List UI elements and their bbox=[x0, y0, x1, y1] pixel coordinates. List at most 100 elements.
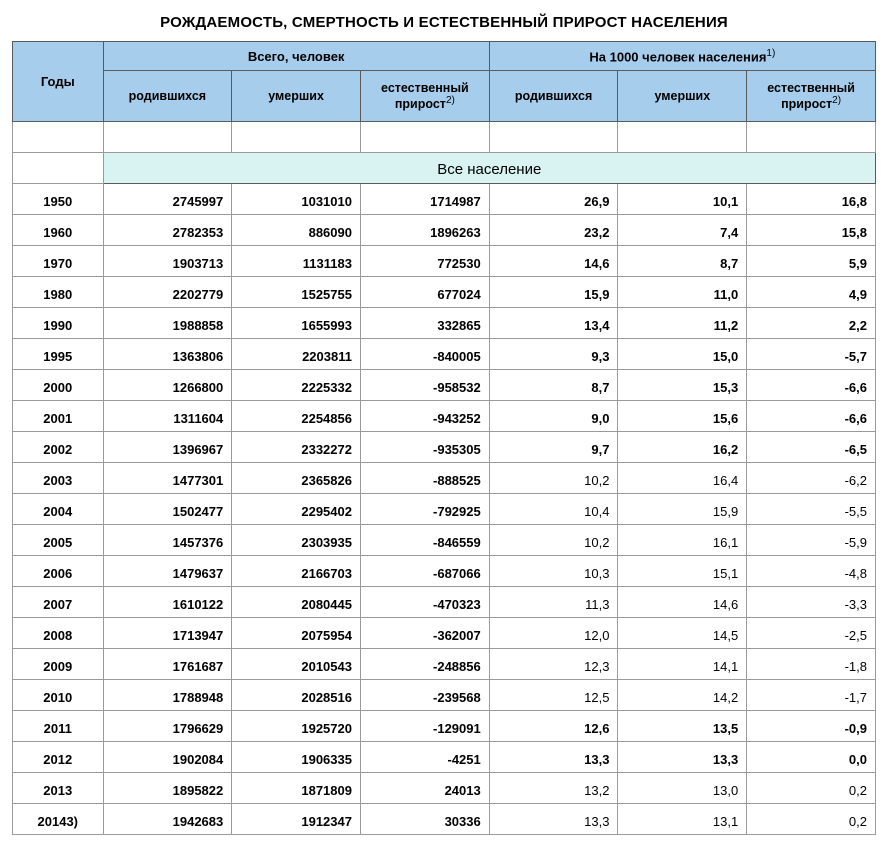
table-row: 200716101222080445-47032311,314,6-3,3 bbox=[13, 587, 876, 618]
cell-born-rate: 9,7 bbox=[489, 432, 618, 463]
cell-born-rate: 13,2 bbox=[489, 773, 618, 804]
cell-year: 2004 bbox=[13, 494, 104, 525]
cell-died-abs: 1871809 bbox=[232, 773, 361, 804]
cell-born-rate: 26,9 bbox=[489, 184, 618, 215]
cell-died-rate: 10,1 bbox=[618, 184, 747, 215]
cell-natural-rate: -6,6 bbox=[747, 370, 876, 401]
cell-died-rate: 15,6 bbox=[618, 401, 747, 432]
cell-born-rate: 10,3 bbox=[489, 556, 618, 587]
cell-born-abs: 1457376 bbox=[103, 525, 232, 556]
table-row: 195027459971031010171498726,910,116,8 bbox=[13, 184, 876, 215]
cell-natural-abs: 677024 bbox=[360, 277, 489, 308]
cell-born-rate: 9,0 bbox=[489, 401, 618, 432]
cell-natural-rate: -3,3 bbox=[747, 587, 876, 618]
cell-natural-abs: -239568 bbox=[360, 680, 489, 711]
cell-died-abs: 2332272 bbox=[232, 432, 361, 463]
table-row: 19602782353886090189626323,27,415,8 bbox=[13, 215, 876, 246]
cell-died-rate: 11,2 bbox=[618, 308, 747, 339]
section-label: Все население bbox=[103, 153, 875, 184]
page: РОЖДАЕМОСТЬ, СМЕРТНОСТЬ И ЕСТЕСТВЕННЫЙ П… bbox=[0, 0, 888, 847]
cell-born-abs: 1713947 bbox=[103, 618, 232, 649]
table-row: 201219020841906335-425113,313,30,0 bbox=[13, 742, 876, 773]
table-header: Годы Всего, человек На 1000 человек насе… bbox=[13, 42, 876, 122]
cell-died-abs: 2254856 bbox=[232, 401, 361, 432]
col-natural-rate-label: естественный прирост bbox=[767, 81, 855, 111]
cell-natural-rate: 16,8 bbox=[747, 184, 876, 215]
cell-died-rate: 16,1 bbox=[618, 525, 747, 556]
cell-year: 2005 bbox=[13, 525, 104, 556]
cell-born-abs: 1477301 bbox=[103, 463, 232, 494]
cell-died-rate: 14,6 bbox=[618, 587, 747, 618]
table-row: 199513638062203811-8400059,315,0-5,7 bbox=[13, 339, 876, 370]
cell-year: 2000 bbox=[13, 370, 104, 401]
cell-died-abs: 1525755 bbox=[232, 277, 361, 308]
page-title: РОЖДАЕМОСТЬ, СМЕРТНОСТЬ И ЕСТЕСТВЕННЫЙ П… bbox=[12, 8, 876, 41]
cell-year: 1990 bbox=[13, 308, 104, 339]
spacer-row bbox=[13, 122, 876, 153]
col-born-rate: родившихся bbox=[489, 71, 618, 122]
cell-died-rate: 14,5 bbox=[618, 618, 747, 649]
cell-died-abs: 2295402 bbox=[232, 494, 361, 525]
cell-natural-rate: 4,9 bbox=[747, 277, 876, 308]
cell-died-rate: 16,2 bbox=[618, 432, 747, 463]
cell-natural-rate: -6,6 bbox=[747, 401, 876, 432]
cell-natural-abs: -248856 bbox=[360, 649, 489, 680]
col-died-abs: умерших bbox=[232, 71, 361, 122]
cell-born-rate: 14,6 bbox=[489, 246, 618, 277]
cell-natural-rate: -5,5 bbox=[747, 494, 876, 525]
cell-died-abs: 2203811 bbox=[232, 339, 361, 370]
cell-born-rate: 8,7 bbox=[489, 370, 618, 401]
cell-died-abs: 2075954 bbox=[232, 618, 361, 649]
cell-natural-abs: -687066 bbox=[360, 556, 489, 587]
cell-born-abs: 1942683 bbox=[103, 804, 232, 835]
cell-natural-rate: 0,2 bbox=[747, 804, 876, 835]
cell-year: 1970 bbox=[13, 246, 104, 277]
cell-natural-abs: 24013 bbox=[360, 773, 489, 804]
cell-born-abs: 1988858 bbox=[103, 308, 232, 339]
cell-year: 2001 bbox=[13, 401, 104, 432]
cell-died-abs: 2166703 bbox=[232, 556, 361, 587]
cell-year: 1960 bbox=[13, 215, 104, 246]
cell-year: 20143) bbox=[13, 804, 104, 835]
cell-natural-rate: -6,5 bbox=[747, 432, 876, 463]
cell-year: 1980 bbox=[13, 277, 104, 308]
cell-died-rate: 8,7 bbox=[618, 246, 747, 277]
table-row: 201017889482028516-23956812,514,2-1,7 bbox=[13, 680, 876, 711]
cell-natural-rate: -1,8 bbox=[747, 649, 876, 680]
cell-year: 2013 bbox=[13, 773, 104, 804]
cell-natural-rate: -0,9 bbox=[747, 711, 876, 742]
cell-died-rate: 15,9 bbox=[618, 494, 747, 525]
cell-born-abs: 1502477 bbox=[103, 494, 232, 525]
colgroup-absolute: Всего, человек bbox=[103, 42, 489, 71]
population-table: Годы Всего, человек На 1000 человек насе… bbox=[12, 41, 876, 835]
table-row: 19701903713113118377253014,68,75,9 bbox=[13, 246, 876, 277]
cell-born-abs: 1363806 bbox=[103, 339, 232, 370]
cell-born-abs: 2782353 bbox=[103, 215, 232, 246]
table-row: 200113116042254856-9432529,015,6-6,6 bbox=[13, 401, 876, 432]
cell-died-rate: 15,3 bbox=[618, 370, 747, 401]
cell-natural-abs: -470323 bbox=[360, 587, 489, 618]
cell-died-rate: 16,4 bbox=[618, 463, 747, 494]
table-body: 195027459971031010171498726,910,116,8196… bbox=[13, 184, 876, 835]
cell-natural-abs: -943252 bbox=[360, 401, 489, 432]
cell-born-abs: 1761687 bbox=[103, 649, 232, 680]
cell-born-rate: 12,6 bbox=[489, 711, 618, 742]
cell-died-abs: 2225332 bbox=[232, 370, 361, 401]
cell-natural-abs: -888525 bbox=[360, 463, 489, 494]
cell-died-rate: 13,5 bbox=[618, 711, 747, 742]
cell-natural-rate: -5,7 bbox=[747, 339, 876, 370]
cell-natural-rate: -2,5 bbox=[747, 618, 876, 649]
cell-died-rate: 13,0 bbox=[618, 773, 747, 804]
colgroup-per-1000: На 1000 человек населения1) bbox=[489, 42, 875, 71]
section-row-all-population: Все население bbox=[13, 153, 876, 184]
col-natural-rate: естественный прирост2) bbox=[747, 71, 876, 122]
cell-died-abs: 2080445 bbox=[232, 587, 361, 618]
cell-year: 2011 bbox=[13, 711, 104, 742]
cell-died-abs: 1912347 bbox=[232, 804, 361, 835]
col-natural-abs-label: естественный прирост bbox=[381, 81, 469, 111]
cell-year: 2012 bbox=[13, 742, 104, 773]
cell-year: 2007 bbox=[13, 587, 104, 618]
cell-year: 2010 bbox=[13, 680, 104, 711]
table-row: 200415024772295402-79292510,415,9-5,5 bbox=[13, 494, 876, 525]
cell-natural-rate: 15,8 bbox=[747, 215, 876, 246]
